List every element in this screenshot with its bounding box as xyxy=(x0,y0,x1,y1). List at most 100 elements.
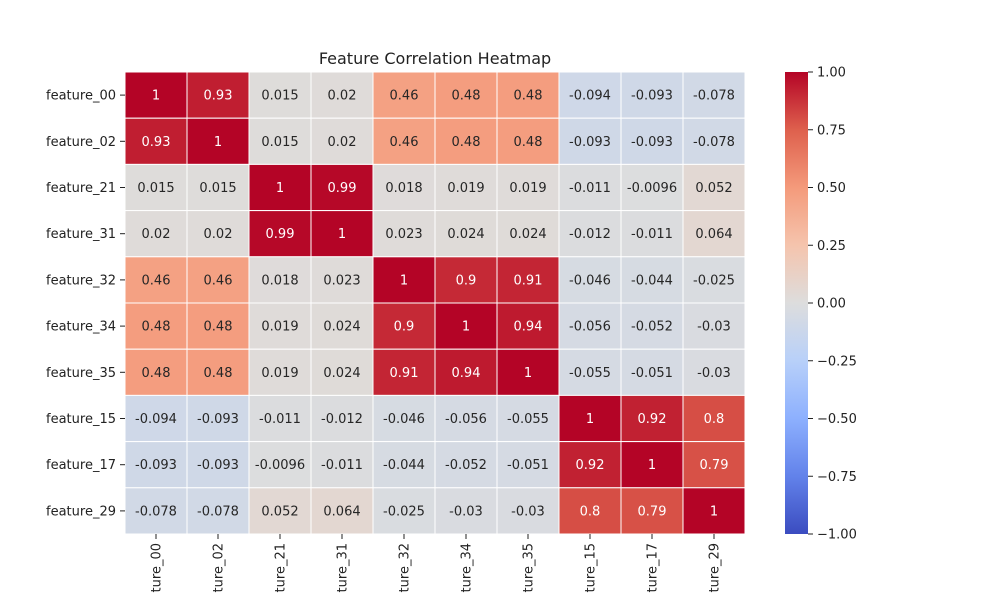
heatmap-cell-feature_17-ture_17 xyxy=(620,441,684,489)
cell-annotation: -0.051 xyxy=(507,458,549,473)
heatmap-cell-feature_31-ture_00 xyxy=(124,210,188,258)
cell-annotation: 1 xyxy=(586,412,594,427)
cell-annotation: -0.012 xyxy=(569,227,611,242)
heatmap-cell-feature_15-ture_21 xyxy=(248,394,312,443)
heatmap-cell-feature_34-ture_21 xyxy=(248,302,312,350)
heatmap-cell-feature_02-ture_35 xyxy=(496,117,560,165)
x-axis-tick-labels: ture_00 ture_02 ture_21 ture_31 ture_32 ture_… xyxy=(150,534,723,592)
heatmap-cell-feature_35-ture_31 xyxy=(310,348,374,396)
cell-annotation: -0.078 xyxy=(135,504,177,519)
cell-annotation: 0.023 xyxy=(323,273,360,288)
heatmap-cell-feature_31-ture_29 xyxy=(682,210,746,258)
colorbar: 1.00 0.75 0.50 0.25 0.00 −0.25 −0.50 −0.75 −1.00 xyxy=(785,66,857,543)
heatmap-cell-feature_02-ture_34 xyxy=(434,117,498,165)
cell-annotation: 0.023 xyxy=(385,227,422,242)
cell-annotation: -0.055 xyxy=(507,412,549,427)
colorbar-tick-label: 0.75 xyxy=(817,123,846,138)
cell-annotation: 0.79 xyxy=(700,458,729,473)
cell-annotation: 1 xyxy=(648,458,656,473)
heatmap-cell-feature_00-ture_02 xyxy=(186,71,250,119)
cell-annotation: -0.093 xyxy=(631,89,673,104)
cell-annotation: -0.093 xyxy=(569,135,611,150)
heatmap-cell-feature_21-ture_35 xyxy=(496,163,560,212)
heatmap-cell-feature_35-ture_35 xyxy=(496,348,560,396)
cell-annotation: -0.093 xyxy=(631,135,673,150)
heatmap-cell-feature_34-ture_17 xyxy=(620,302,684,350)
heatmap-cell-feature_29-ture_35 xyxy=(496,487,560,535)
cell-annotation: 0.92 xyxy=(576,458,605,473)
x-tick-label: ture_35 xyxy=(522,543,537,592)
cell-annotation: -0.056 xyxy=(445,412,487,427)
heatmap-cell-feature_32-ture_21 xyxy=(248,256,312,304)
heatmap-cell-feature_34-ture_31 xyxy=(310,302,374,350)
cell-annotation: -0.044 xyxy=(631,273,673,288)
cell-annotation: 0.9 xyxy=(456,273,477,288)
heatmap-cell-feature_00-ture_00 xyxy=(124,71,188,119)
heatmap-cell-feature_02-ture_31 xyxy=(310,117,374,165)
cell-annotation: 1 xyxy=(152,89,160,104)
heatmap-cell-feature_00-ture_15 xyxy=(558,71,622,119)
heatmap-cell-feature_31-ture_34 xyxy=(434,210,498,258)
cell-annotation: 0.46 xyxy=(390,135,419,150)
cell-annotation: 0.024 xyxy=(323,366,360,381)
cell-annotation: -0.052 xyxy=(631,320,673,335)
heatmap-cell-feature_15-ture_15 xyxy=(558,394,622,443)
heatmap-cell-feature_32-ture_34 xyxy=(434,256,498,304)
y-tick-label: feature_35 xyxy=(46,366,116,381)
heatmap-cell-feature_00-ture_21 xyxy=(248,71,312,119)
heatmap-cell-feature_29-ture_15 xyxy=(558,487,622,535)
cell-annotation: 0.94 xyxy=(452,366,481,381)
x-tick-label: ture_17 xyxy=(646,543,661,592)
cell-annotation: -0.046 xyxy=(383,412,425,427)
heatmap-cell-feature_35-ture_15 xyxy=(558,348,622,396)
heatmap-cell-feature_17-ture_32 xyxy=(372,441,436,489)
cell-annotation: -0.03 xyxy=(697,320,731,335)
heatmap-cell-feature_32-ture_35 xyxy=(496,256,560,304)
cell-annotation: 0.015 xyxy=(261,89,298,104)
cell-annotation: 0.024 xyxy=(447,227,484,242)
x-tick-label: ture_32 xyxy=(398,543,413,592)
cell-annotation: -0.03 xyxy=(449,504,483,519)
cell-annotation: -0.094 xyxy=(135,412,177,427)
cell-annotation: 0.018 xyxy=(385,181,422,196)
heatmap-cell-feature_02-ture_15 xyxy=(558,117,622,165)
colorbar-tick-label: −0.25 xyxy=(817,354,857,369)
heatmap-cell-feature_29-ture_32 xyxy=(372,487,436,535)
heatmap-cell-feature_17-ture_02 xyxy=(186,441,250,489)
cell-annotation: 0.015 xyxy=(137,181,174,196)
heatmap-cell-feature_21-ture_17 xyxy=(620,163,684,212)
cell-annotation: -0.094 xyxy=(569,89,611,104)
cell-annotation: 0.02 xyxy=(142,227,171,242)
heatmap-cell-feature_17-ture_35 xyxy=(496,441,560,489)
heatmap-cell-feature_15-ture_29 xyxy=(682,394,746,443)
heatmap-cell-feature_35-ture_00 xyxy=(124,348,188,396)
cell-annotation: 1 xyxy=(400,273,408,288)
cell-annotation: 0.019 xyxy=(447,181,484,196)
cell-annotation: 0.48 xyxy=(452,135,481,150)
heatmap-cell-feature_31-ture_17 xyxy=(620,210,684,258)
cell-annotation: 0.064 xyxy=(323,504,360,519)
cell-annotation: 1 xyxy=(462,320,470,335)
heatmap-cell-feature_35-ture_29 xyxy=(682,348,746,396)
cell-annotation: 0.48 xyxy=(142,320,171,335)
cell-annotation: 0.052 xyxy=(695,181,732,196)
cell-annotation: 0.46 xyxy=(142,273,171,288)
y-tick-label: feature_17 xyxy=(46,458,116,473)
cell-annotation: 0.02 xyxy=(204,227,233,242)
cell-annotation: 0.024 xyxy=(323,320,360,335)
cell-annotation: 0.79 xyxy=(638,504,667,519)
heatmap-cell-feature_00-ture_34 xyxy=(434,71,498,119)
cell-annotation: 0.91 xyxy=(390,366,419,381)
cell-annotation: -0.044 xyxy=(383,458,425,473)
heatmap-cell-feature_32-ture_02 xyxy=(186,256,250,304)
heatmap-cell-feature_34-ture_00 xyxy=(124,302,188,350)
cell-annotation: 0.91 xyxy=(514,273,543,288)
cell-annotation: 0.99 xyxy=(266,227,295,242)
cell-annotation: -0.012 xyxy=(321,412,363,427)
cell-annotation: 0.015 xyxy=(199,181,236,196)
cell-annotation: 1 xyxy=(710,504,718,519)
cell-annotation: 0.064 xyxy=(695,227,732,242)
heatmap-cell-feature_32-ture_17 xyxy=(620,256,684,304)
y-axis-tick-labels: feature_00 feature_02 feature_21 feature_31… xyxy=(46,89,125,519)
